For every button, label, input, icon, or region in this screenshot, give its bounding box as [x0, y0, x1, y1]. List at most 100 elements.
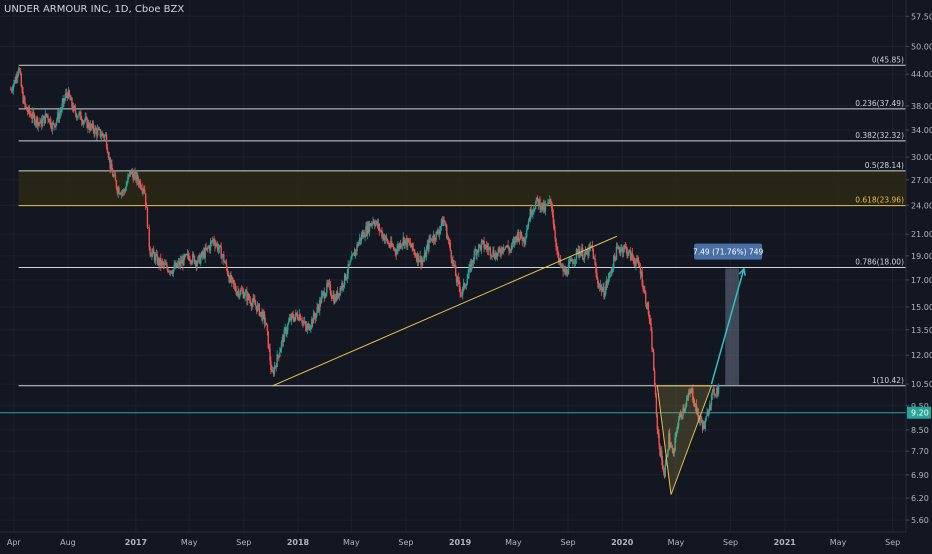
candle-body [179, 260, 182, 266]
x-tick-label: Sep [560, 538, 575, 547]
candle-body [454, 265, 457, 277]
candle-body [452, 260, 454, 264]
candle-body [387, 242, 389, 244]
candle-body [477, 250, 479, 253]
candle-body [174, 265, 176, 268]
candle-body [282, 337, 285, 342]
candle-body [629, 250, 631, 251]
candle-body [712, 388, 714, 391]
candle-body [586, 250, 588, 255]
candle-body [614, 257, 617, 260]
candle-body [455, 276, 458, 283]
candle-body [149, 247, 151, 255]
candle-body [286, 330, 288, 334]
candle-body [556, 246, 558, 250]
candle-body [119, 193, 121, 195]
candle-body [277, 354, 279, 357]
candle-body [173, 265, 175, 270]
candle-body [99, 129, 102, 137]
candle-body [487, 247, 490, 251]
candle-body [518, 231, 520, 241]
candle-body [507, 245, 509, 248]
candle-body [581, 248, 583, 254]
candle-body [116, 187, 118, 193]
candle-body [128, 174, 130, 177]
candle-body [317, 307, 319, 309]
candle-body [203, 251, 205, 258]
candle-body [313, 313, 316, 317]
x-tick-label: Aug [60, 538, 76, 547]
y-tick-label: 21.00 [911, 230, 932, 239]
candle-body [441, 219, 444, 226]
candle-body [524, 239, 526, 244]
candle-body [139, 180, 142, 188]
candle-body [707, 412, 709, 416]
candle-body [576, 249, 579, 250]
candle-body [672, 450, 674, 454]
candle-body [314, 316, 317, 319]
candle-body [304, 321, 307, 327]
candle-body [689, 393, 691, 394]
candle-body [390, 240, 392, 247]
candle-body [241, 290, 244, 292]
golden-zone-band [18, 170, 906, 206]
candle-body [100, 135, 102, 137]
candle-body [545, 204, 547, 206]
candle-body [374, 222, 376, 226]
candle-body [446, 237, 449, 239]
candle-body [418, 260, 420, 263]
candle-body [408, 242, 411, 243]
candle-body [202, 251, 205, 256]
candle-body [534, 202, 537, 210]
candle-body [260, 311, 262, 313]
candle-body [283, 329, 285, 342]
candle-body [399, 243, 402, 248]
candle-body [526, 226, 529, 231]
candle-body [665, 455, 667, 465]
candle-body [700, 417, 702, 420]
candle-body [460, 292, 462, 294]
fib-label-0.618: 0.618(23.96) [855, 196, 904, 205]
candle-body [437, 231, 439, 234]
candle-body [121, 191, 124, 193]
candle-body [647, 302, 650, 315]
candle-body [41, 119, 43, 127]
candle-body [526, 230, 528, 237]
candle-body [205, 247, 207, 250]
candle-body [398, 245, 400, 249]
candle-body [562, 265, 564, 272]
candle-body [114, 175, 117, 181]
candle-body [335, 296, 337, 301]
candle-body [529, 208, 531, 221]
candle-body [259, 312, 261, 316]
candle-body [497, 248, 499, 254]
candle-body [528, 220, 531, 222]
y-tick-label: 7.70 [911, 447, 929, 456]
candle-body [348, 264, 350, 266]
y-tick-label: 19.00 [911, 252, 932, 261]
candle-body [125, 185, 127, 191]
candle-body [440, 219, 443, 227]
candle-body [592, 248, 595, 259]
candle-body [24, 97, 26, 105]
candle-body [184, 254, 186, 257]
candle-body [549, 199, 551, 202]
candle-body [716, 388, 719, 394]
candle-body [667, 449, 669, 456]
candle-body [95, 127, 97, 130]
candle-body [362, 232, 364, 237]
y-tick-label: 17.00 [911, 276, 932, 285]
candle-body [379, 230, 381, 232]
candle-body [535, 197, 538, 203]
candle-body [684, 407, 686, 411]
candle-body [481, 240, 484, 243]
candle-body [68, 90, 70, 97]
candle-body [330, 294, 333, 297]
candle-body [550, 201, 553, 209]
candle-body [326, 283, 328, 293]
candle-body [17, 68, 20, 74]
candle-body [462, 282, 465, 288]
candle-body [540, 208, 542, 210]
candle-body [657, 429, 659, 434]
